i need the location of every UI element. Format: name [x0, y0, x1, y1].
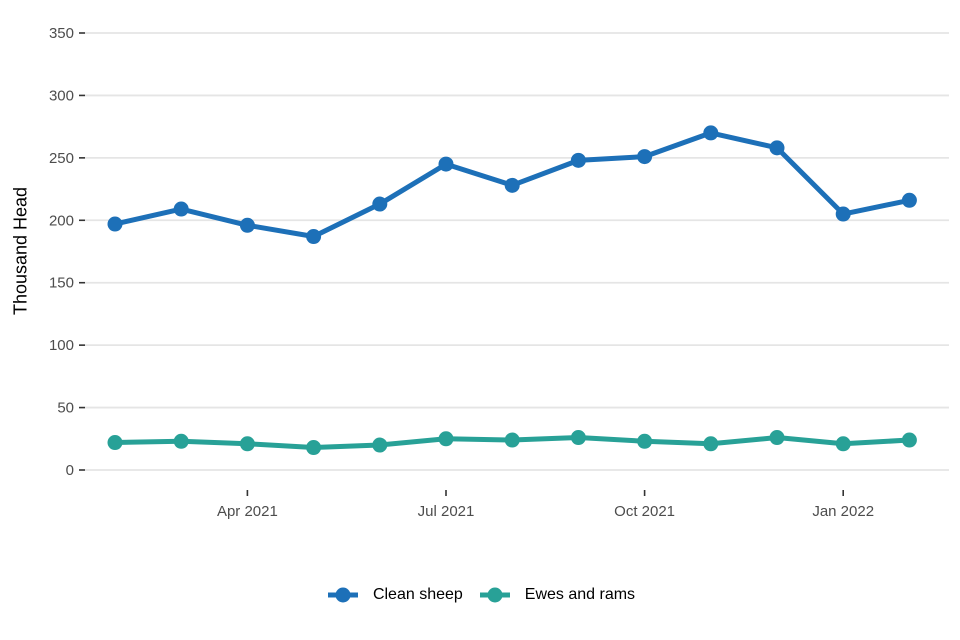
- y-tick-label: 200: [49, 212, 74, 229]
- data-point-ewes-and-rams: [570, 430, 586, 446]
- legend-label-clean-sheep: Clean sheep: [372, 586, 463, 603]
- data-point-clean-sheep: [769, 140, 785, 156]
- data-point-clean-sheep: [901, 192, 917, 208]
- data-point-clean-sheep: [570, 152, 586, 168]
- legend: Clean sheep Ewes and rams: [0, 584, 960, 606]
- x-tick-label: Jul 2021: [418, 503, 475, 520]
- x-tick-label: Oct 2021: [614, 503, 675, 520]
- legend-item-clean-sheep: Clean sheep: [325, 584, 463, 606]
- data-point-ewes-and-rams: [239, 436, 255, 452]
- data-point-ewes-and-rams: [438, 431, 454, 447]
- data-point-clean-sheep: [637, 149, 653, 165]
- data-point-clean-sheep: [504, 177, 520, 193]
- data-point-ewes-and-rams: [372, 437, 388, 453]
- data-point-clean-sheep: [438, 156, 454, 172]
- data-point-clean-sheep: [372, 196, 388, 212]
- data-point-ewes-and-rams: [769, 430, 785, 446]
- legend-item-ewes-and-rams: Ewes and rams: [477, 584, 635, 606]
- data-point-ewes-and-rams: [637, 433, 653, 449]
- y-axis-title: Thousand Head: [10, 186, 31, 316]
- data-point-ewes-and-rams: [173, 433, 189, 449]
- data-point-clean-sheep: [306, 229, 322, 245]
- legend-key-dot: [335, 587, 351, 603]
- data-point-clean-sheep: [107, 216, 123, 232]
- clean-sheep-legend-key-icon: [327, 587, 358, 603]
- data-point-clean-sheep: [239, 217, 255, 233]
- x-tick-label: Jan 2022: [812, 503, 874, 520]
- data-point-clean-sheep: [835, 206, 851, 222]
- data-point-clean-sheep: [703, 125, 719, 141]
- data-point-clean-sheep: [173, 201, 189, 217]
- data-point-ewes-and-rams: [504, 432, 520, 448]
- data-point-ewes-and-rams: [107, 435, 123, 451]
- y-tick-label: 50: [57, 400, 74, 417]
- y-tick-label: 250: [49, 150, 74, 167]
- data-point-ewes-and-rams: [835, 436, 851, 452]
- data-point-ewes-and-rams: [306, 440, 322, 456]
- y-tick-label: 0: [66, 462, 74, 479]
- x-tick-label: Apr 2021: [217, 503, 278, 520]
- y-tick-label: 100: [49, 337, 74, 354]
- y-tick-label: 300: [49, 87, 74, 104]
- data-point-ewes-and-rams: [703, 436, 719, 452]
- plot-area: 0 50 100 150 200 250 300 350 Apr 2021 Jul 2021 Oct…: [49, 25, 949, 520]
- legend-label-ewes-and-rams: Ewes and rams: [524, 586, 636, 603]
- y-tick-label: 150: [49, 275, 74, 292]
- y-tick-label: 350: [49, 25, 74, 42]
- data-point-ewes-and-rams: [901, 432, 917, 448]
- ewes-and-rams-legend-key-icon: [479, 587, 510, 603]
- legend-key-dot: [487, 587, 503, 603]
